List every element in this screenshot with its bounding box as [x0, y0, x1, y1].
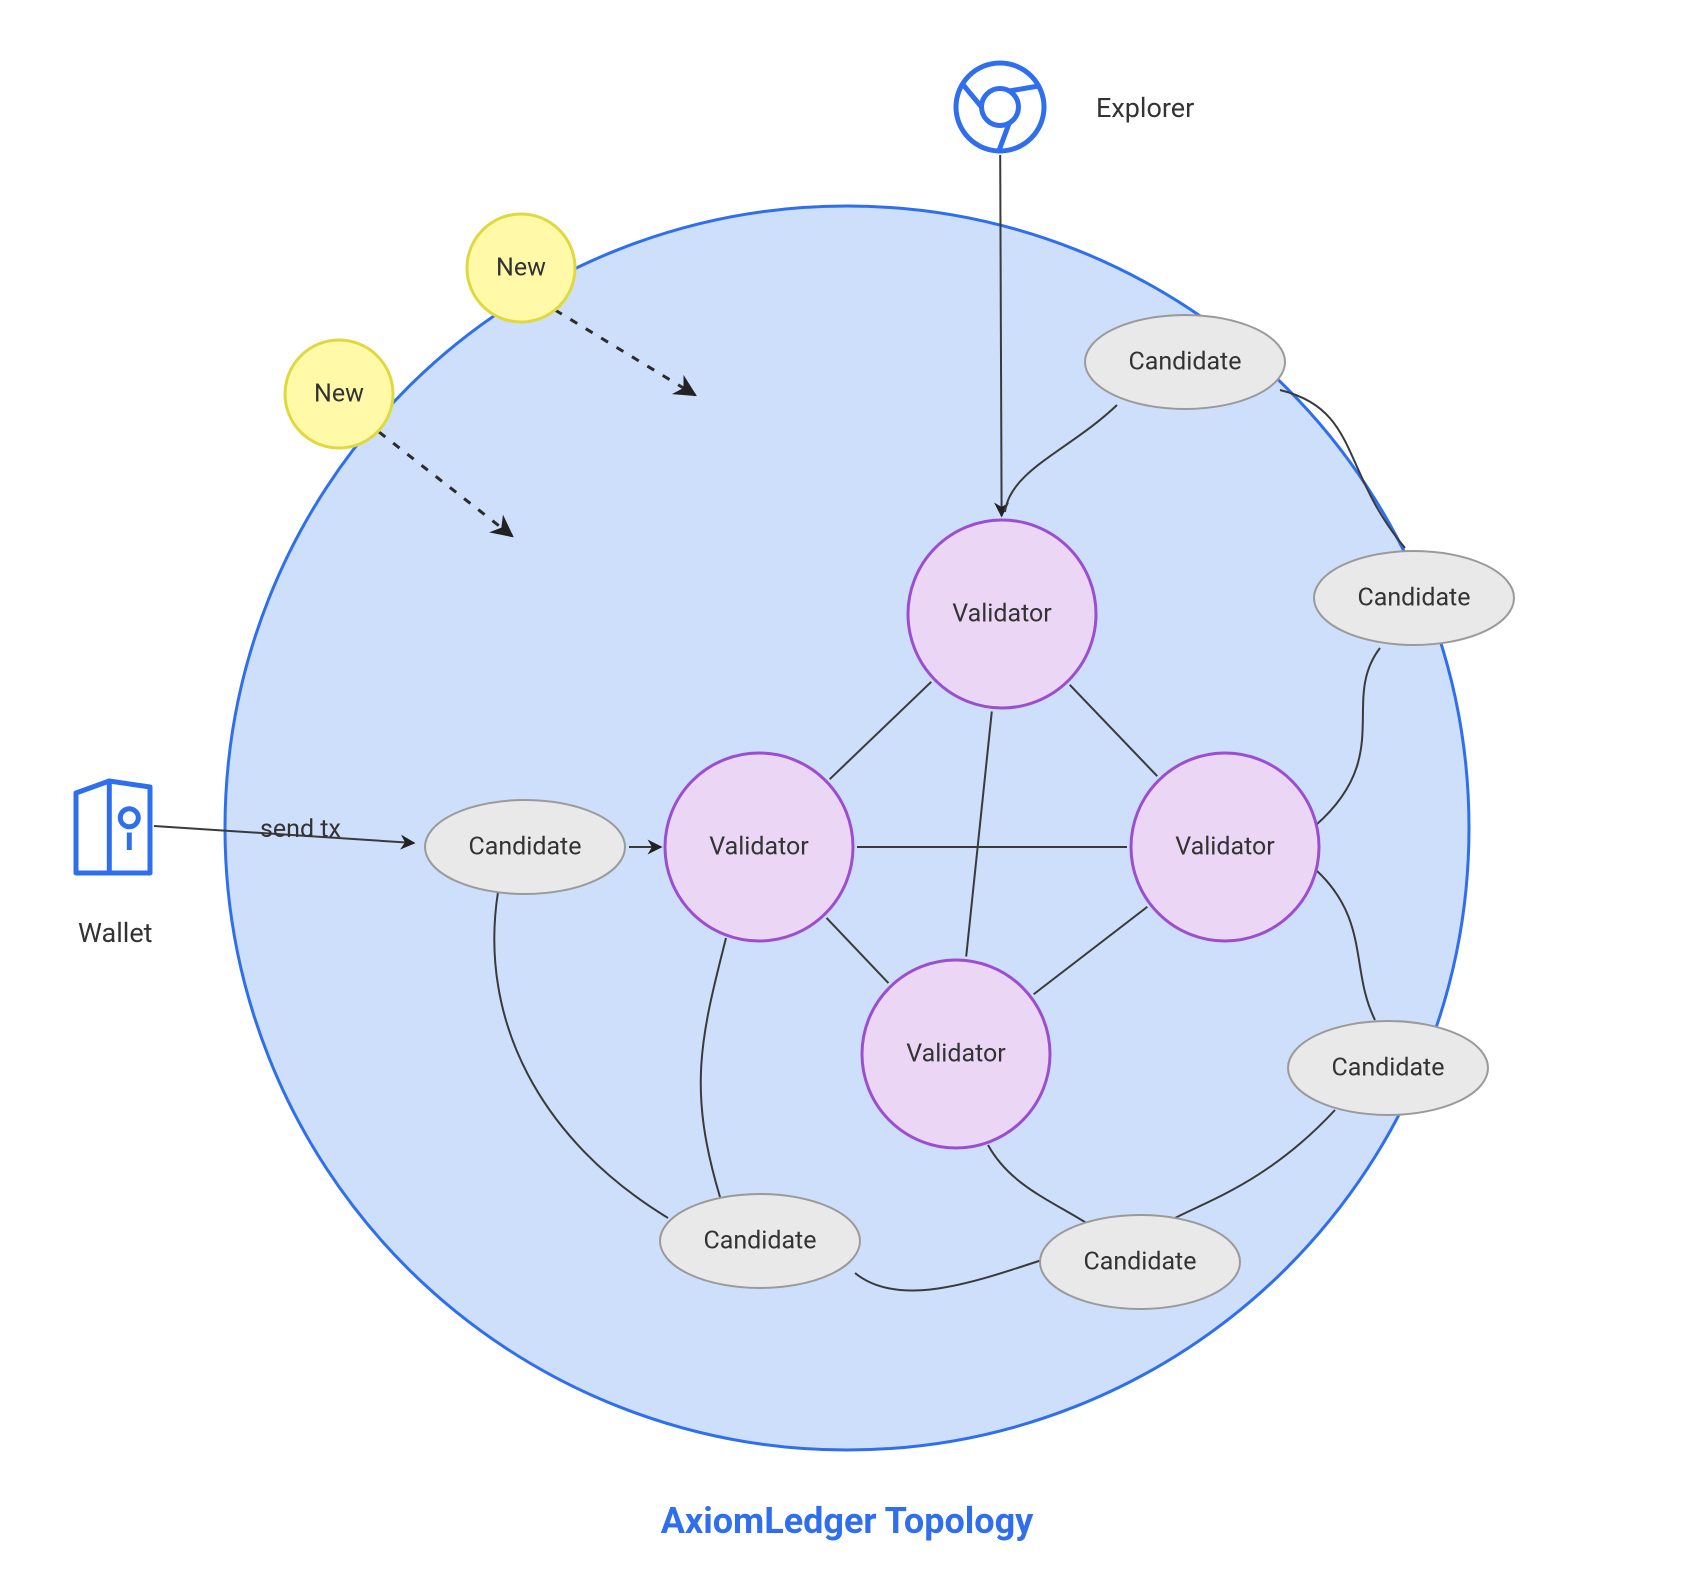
diagram-stage: NewNewValidatorValidatorValidatorValidat…: [0, 0, 1694, 1582]
diagram-svg: [0, 0, 1694, 1582]
diagram-title: AxiomLedger Topology: [661, 1500, 1034, 1542]
